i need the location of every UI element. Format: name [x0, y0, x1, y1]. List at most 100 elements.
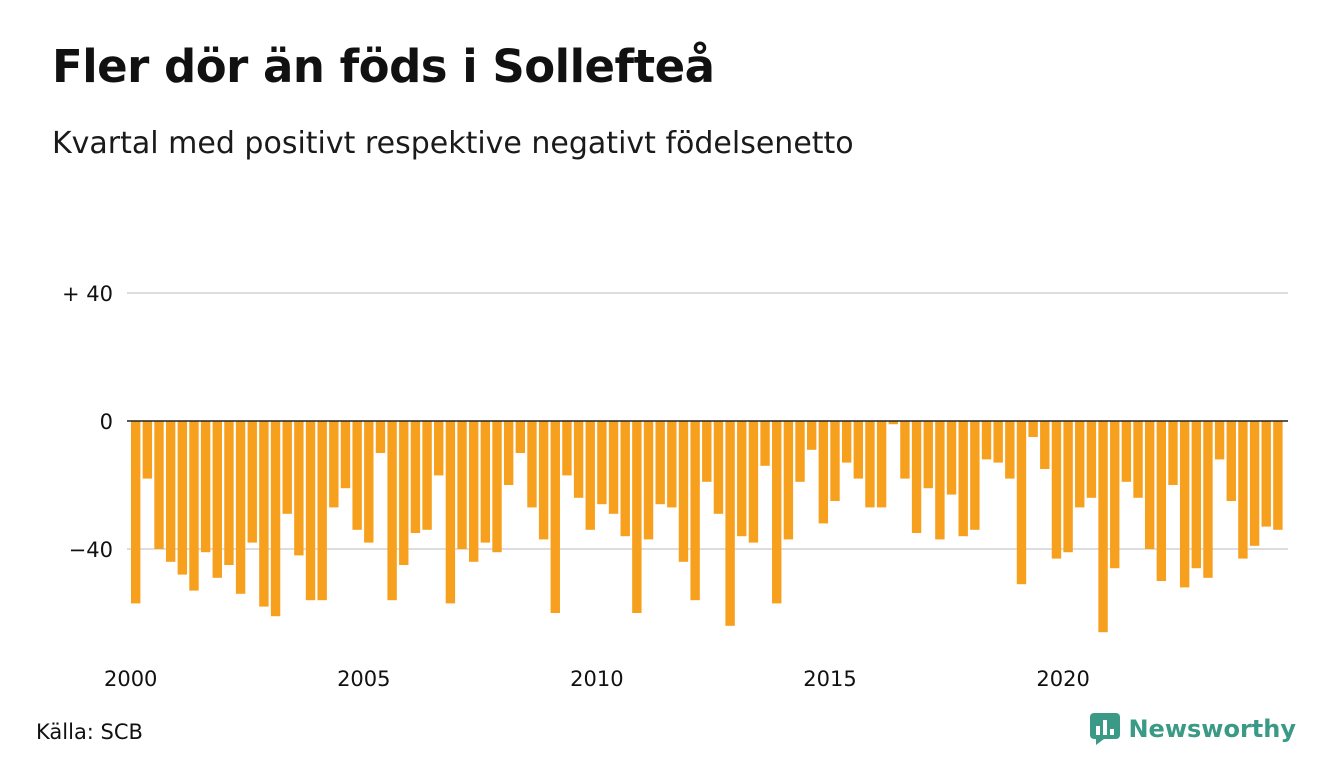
bar [573, 421, 584, 498]
bar [841, 421, 852, 463]
bar [457, 421, 467, 549]
bar [1075, 421, 1085, 508]
bar [597, 421, 607, 505]
bar [375, 421, 386, 453]
bar [224, 421, 234, 565]
bar [772, 421, 782, 604]
bar [515, 421, 526, 453]
bar [492, 421, 502, 553]
bar [131, 421, 141, 604]
bar [795, 421, 805, 482]
y-tick-label: + 40 [62, 282, 113, 306]
bar [410, 421, 421, 533]
bar [678, 421, 689, 562]
bar [538, 421, 549, 540]
chart-subtitle: Kvartal med positivt respektive negativt… [52, 126, 854, 161]
bar [550, 421, 560, 613]
bar [946, 421, 957, 495]
brand-logo: Newsworthy [1090, 713, 1296, 745]
bar [737, 421, 747, 537]
bar [643, 421, 654, 540]
bar [1133, 421, 1143, 498]
bar [1168, 421, 1178, 485]
x-tick-label: 2005 [337, 667, 390, 691]
bar [317, 421, 327, 601]
bar [1110, 421, 1120, 569]
bar [177, 421, 188, 575]
x-tick-label: 2015 [803, 667, 856, 691]
bar [212, 421, 222, 578]
bar [865, 421, 875, 508]
bar [806, 421, 817, 450]
bar [713, 421, 724, 514]
bar [259, 421, 269, 607]
x-tick-label: 2000 [104, 667, 157, 691]
bar [1016, 421, 1027, 585]
bar [725, 421, 735, 626]
bar [993, 421, 1003, 463]
bar [900, 421, 910, 479]
x-tick-label: 2020 [1036, 667, 1089, 691]
bar [247, 421, 257, 543]
bar [1214, 421, 1225, 460]
bar [282, 421, 292, 514]
source-note: Källa: SCB [36, 720, 143, 744]
bar [503, 421, 514, 485]
bar [935, 421, 945, 540]
bar [1179, 421, 1190, 588]
brand-name: Newsworthy [1128, 715, 1296, 743]
y-tick-label: 0 [100, 410, 113, 434]
bar [399, 421, 409, 565]
bar [911, 421, 922, 533]
bar [1156, 421, 1167, 581]
bar [585, 421, 595, 530]
bar [352, 421, 362, 530]
bar [364, 421, 374, 543]
bar [1005, 421, 1015, 479]
bar [783, 421, 794, 540]
bar [1238, 421, 1248, 559]
bar [165, 421, 176, 562]
bar [760, 421, 770, 466]
bar [923, 421, 933, 489]
bar [1191, 421, 1202, 569]
bar [1098, 421, 1108, 633]
bar [667, 421, 677, 508]
bar [655, 421, 665, 505]
bar [422, 421, 432, 530]
bar [608, 421, 619, 514]
bar [888, 421, 898, 425]
bar [270, 421, 281, 617]
bar [305, 421, 316, 601]
bar [1051, 421, 1062, 559]
bar [329, 421, 339, 508]
bar [235, 421, 246, 594]
bar [818, 421, 829, 524]
bar [981, 421, 992, 460]
x-tick-label: 2010 [570, 667, 623, 691]
bar [445, 421, 456, 604]
bar [1121, 421, 1132, 482]
bar [480, 421, 491, 543]
bar [748, 421, 759, 543]
newsworthy-logo-icon [1090, 713, 1121, 745]
chart-title: Fler dör än föds i Sollefteå [52, 40, 715, 93]
bar [1261, 421, 1271, 527]
bar [294, 421, 304, 556]
bar [958, 421, 968, 537]
bar [1063, 421, 1073, 553]
bar [970, 421, 980, 530]
bar [1028, 421, 1038, 437]
bar [189, 421, 199, 591]
bar [620, 421, 630, 537]
bar [1226, 421, 1236, 501]
bar [340, 421, 351, 489]
bar [1273, 421, 1283, 530]
bar [387, 421, 397, 601]
bar [527, 421, 537, 508]
bar [1040, 421, 1050, 469]
bar [200, 421, 211, 553]
bar [632, 421, 642, 613]
bar [142, 421, 153, 479]
